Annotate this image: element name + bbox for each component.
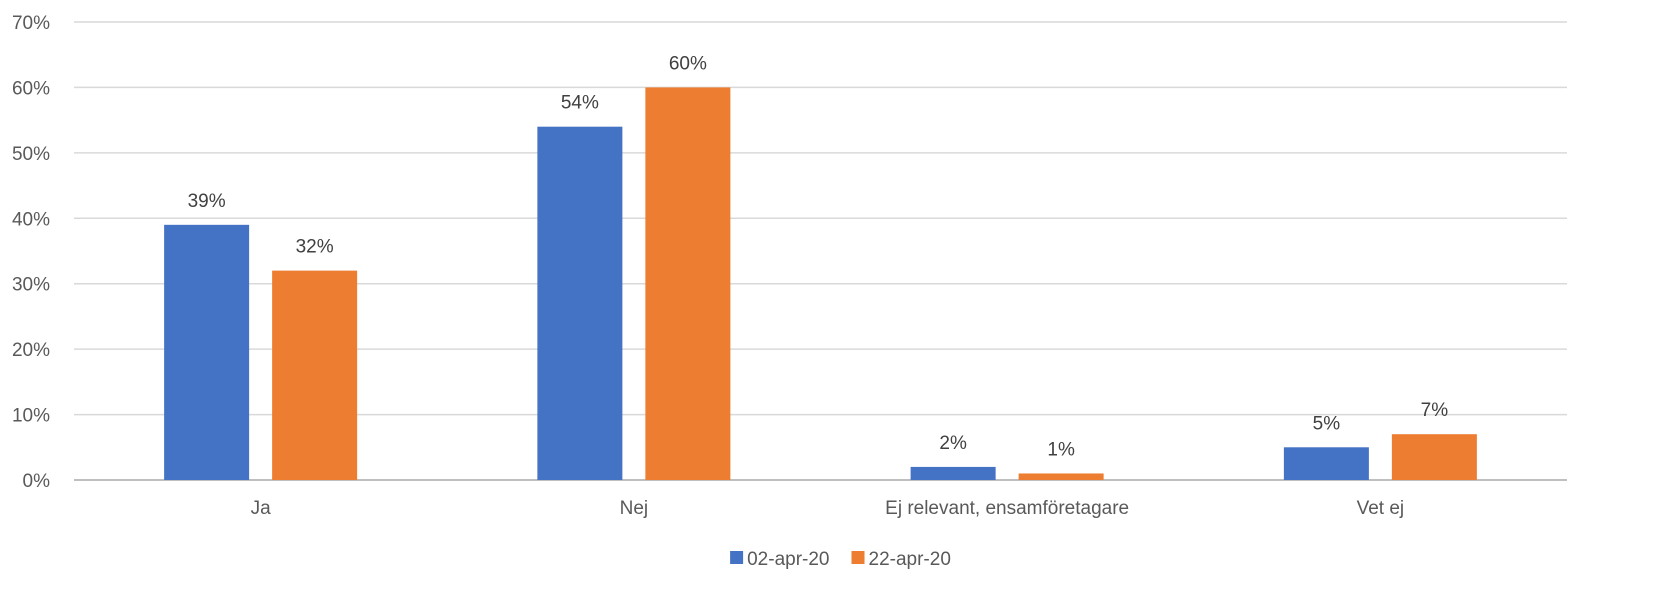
legend-swatch: [730, 551, 744, 564]
legend-label: 02-apr-20: [747, 549, 829, 570]
bar: [1283, 447, 1369, 480]
bar: [164, 224, 250, 480]
y-tick-label: 10%: [12, 406, 50, 427]
data-label: 39%: [188, 191, 226, 212]
legend: 02-apr-20 22-apr-20: [730, 549, 951, 570]
y-tick-label: 0%: [23, 471, 51, 492]
y-tick-label: 20%: [12, 340, 50, 361]
y-axis-tick-labels: 0% 10% 20% 30% 40% 50% 60% 70%: [12, 13, 50, 492]
data-label: 1%: [1047, 439, 1075, 460]
bar: [272, 270, 358, 480]
bar: [1391, 434, 1477, 480]
legend-item: 22-apr-20: [851, 549, 951, 570]
legend-label: 22-apr-20: [869, 549, 951, 570]
bars: [164, 87, 1477, 480]
y-tick-label: 60%: [12, 78, 50, 99]
category-label: Ej relevant, ensamföretagare: [885, 498, 1129, 519]
x-axis-category-labels: Ja Nej Ej relevant, ensamföretagare Vet ej: [251, 498, 1405, 519]
bar: [645, 87, 731, 480]
category-label: Ja: [251, 498, 272, 519]
bar: [910, 466, 996, 480]
data-labels: 39% 32% 54% 60% 2% 1% 5% 7%: [188, 53, 1449, 460]
category-label: Vet ej: [1357, 498, 1405, 519]
y-tick-label: 70%: [12, 13, 50, 34]
legend-swatch: [851, 551, 865, 564]
data-label: 54%: [561, 93, 599, 114]
y-tick-label: 50%: [12, 144, 50, 165]
y-tick-label: 30%: [12, 275, 50, 296]
category-label: Nej: [620, 498, 649, 519]
bar: [537, 126, 623, 480]
bar: [1018, 473, 1104, 480]
data-label: 7%: [1421, 400, 1449, 421]
data-label: 32%: [296, 237, 334, 258]
legend-item: 02-apr-20: [730, 549, 830, 570]
data-label: 60%: [669, 53, 707, 74]
data-label: 2%: [939, 433, 967, 454]
y-tick-label: 40%: [12, 209, 50, 230]
data-label: 5%: [1313, 413, 1341, 434]
